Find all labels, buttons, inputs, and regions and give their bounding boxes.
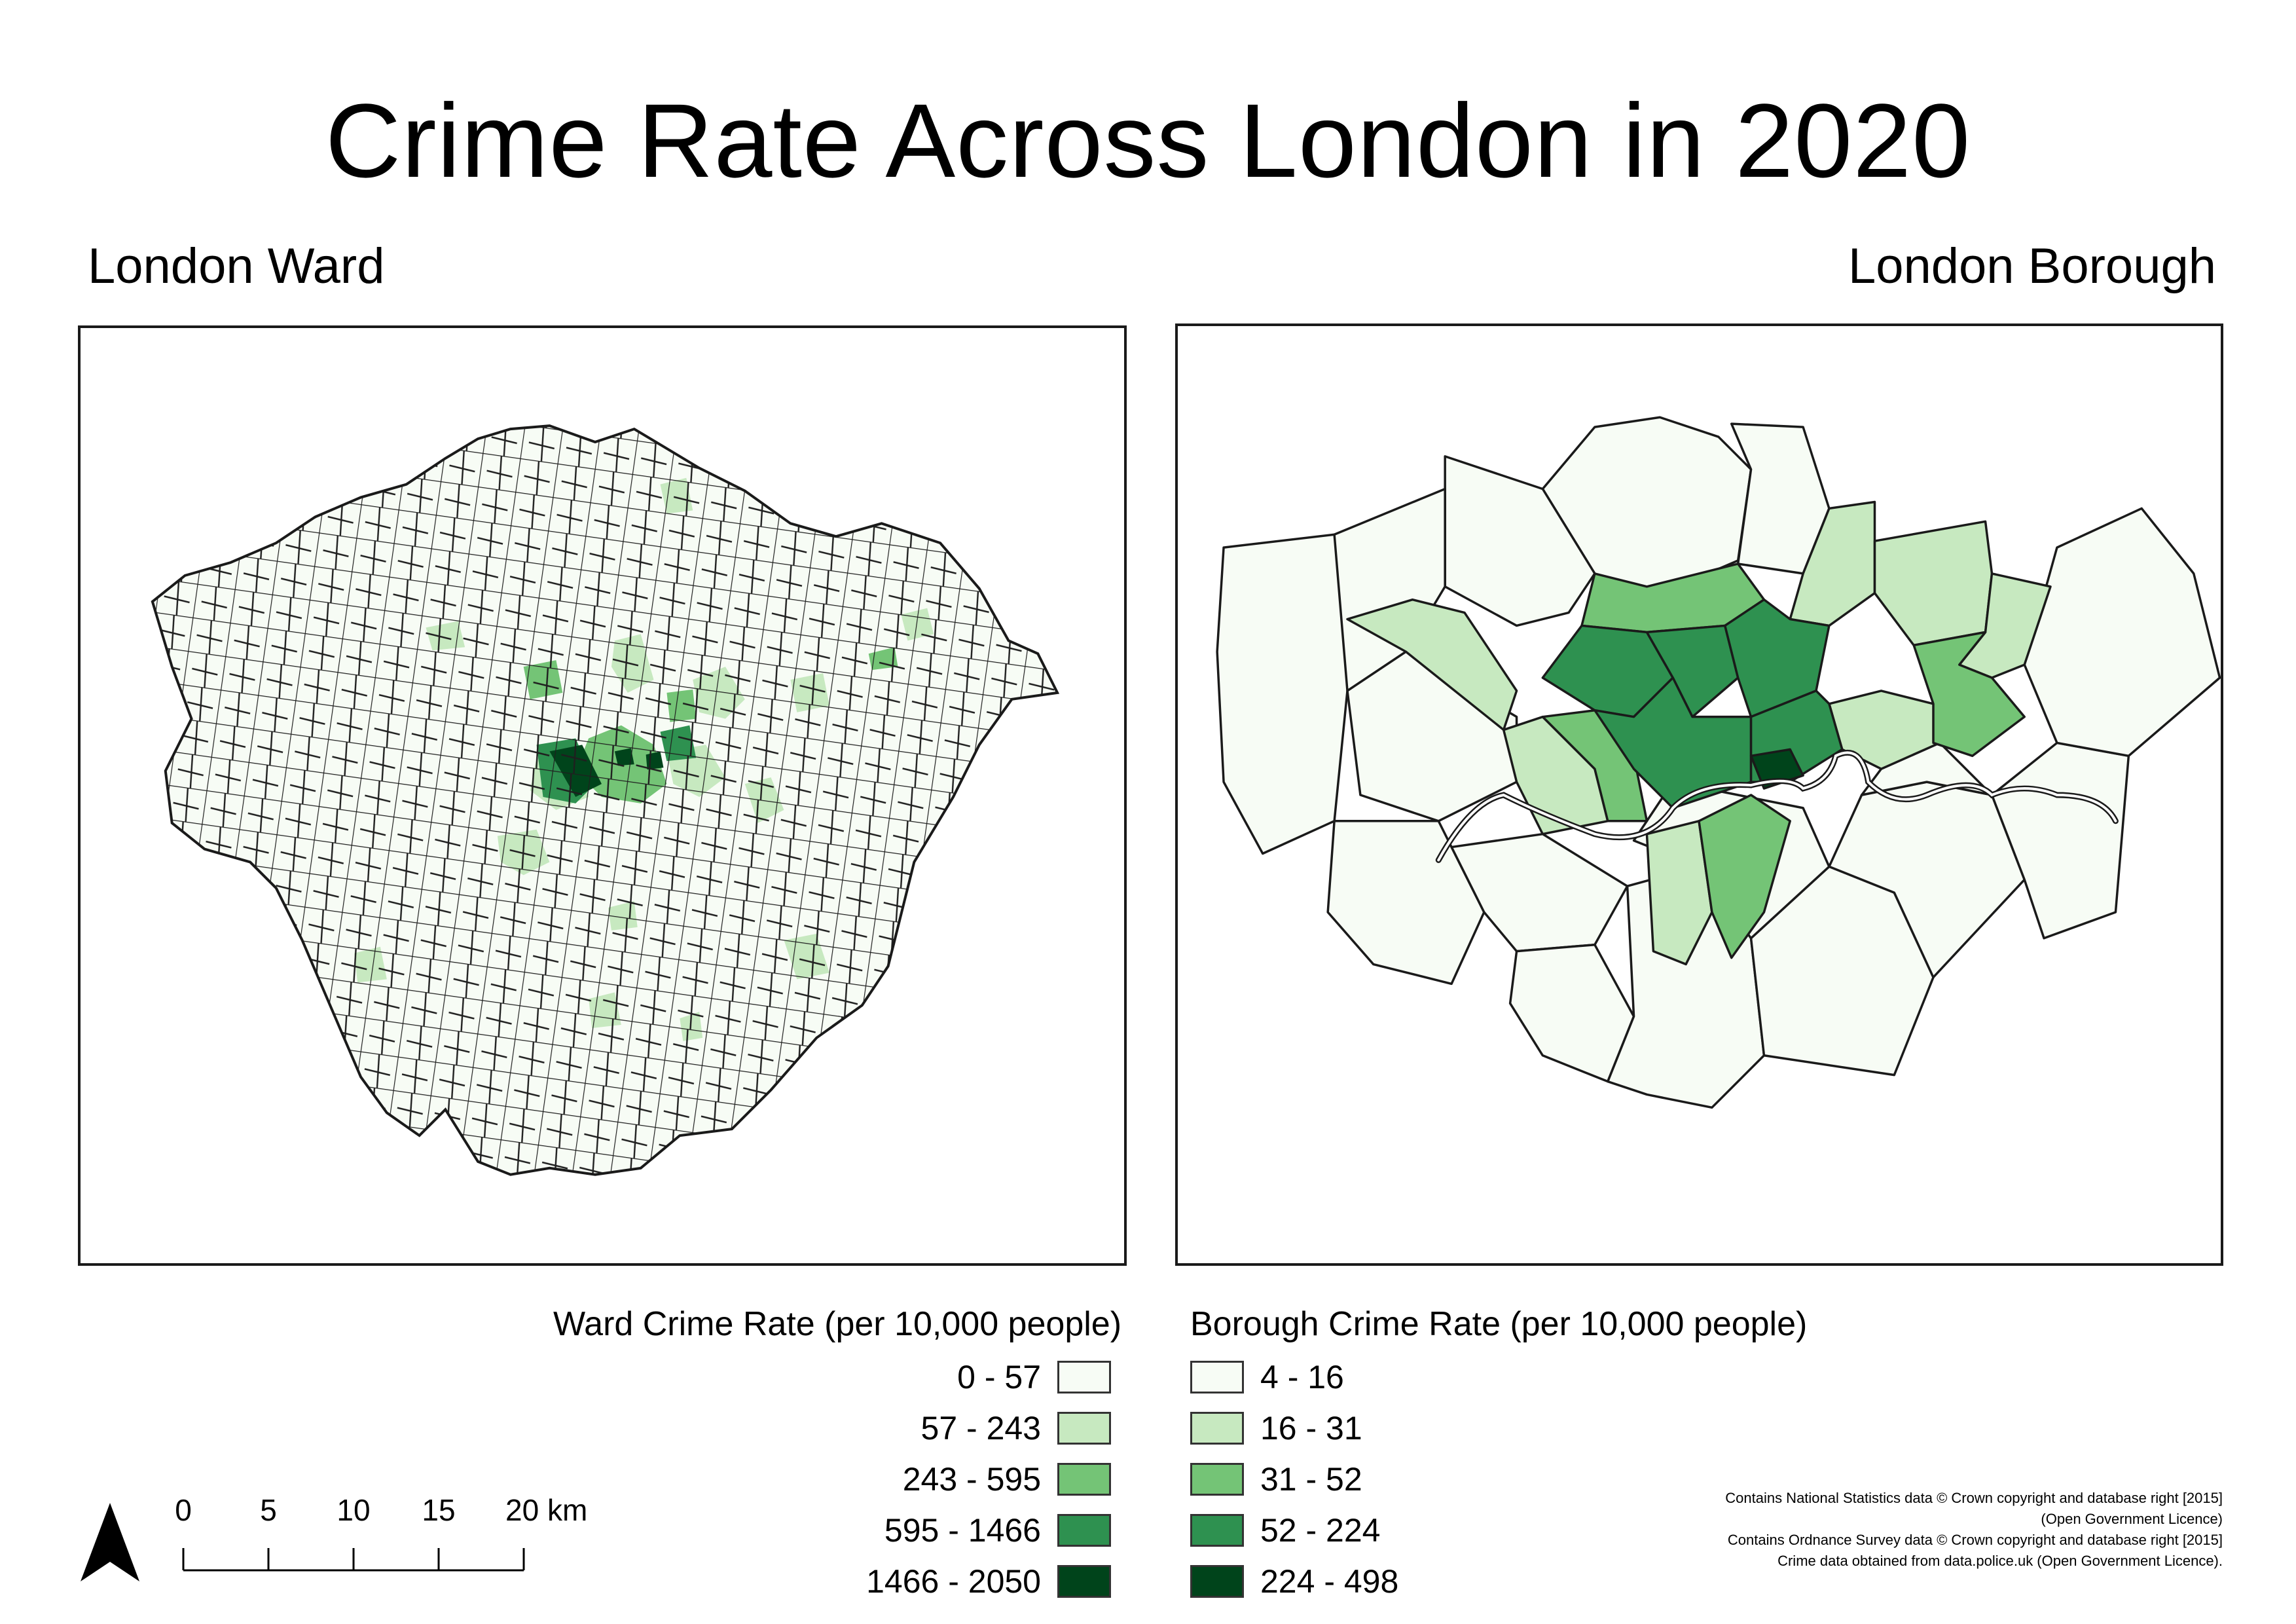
ward-legend-label: 1466 - 2050	[866, 1563, 1041, 1600]
borough-legend-row: 52 - 224	[0, 1512, 2296, 1549]
borough-legend-row: 16 - 31	[0, 1410, 2296, 1447]
borough-legend-swatch	[1190, 1412, 1244, 1445]
scale-bar-label: 20 km	[505, 1493, 587, 1527]
borough-legend-title: Borough Crime Rate (per 10,000 people)	[1190, 1305, 1808, 1343]
borough-legend-row: 31 - 52	[0, 1461, 2296, 1498]
borough-legend-swatch	[1190, 1514, 1244, 1547]
borough-legend-label: 16 - 31	[1260, 1410, 1362, 1447]
credit-line: Crime data obtained from data.police.uk …	[1777, 1553, 2223, 1569]
borough-legend-swatch	[1190, 1565, 1244, 1598]
ward-map-subtitle: London Ward	[88, 238, 385, 294]
scale-bar: 0 5 10 15 20 km	[175, 1493, 587, 1572]
ward-legend-swatch	[1057, 1412, 1111, 1445]
borough-legend-swatch	[1190, 1361, 1244, 1393]
ward-legend-row: 1466 - 2050	[0, 1563, 2296, 1600]
credit-line: Contains National Statistics data © Crow…	[1725, 1490, 2223, 1506]
ward-map-frame	[78, 325, 1127, 1266]
north-arrow-icon	[81, 1503, 139, 1581]
ward-legend-label: 0 - 57	[957, 1359, 1041, 1395]
data-credits: Contains National Statistics data © Crow…	[1725, 1488, 2223, 1572]
scale-bar-label: 0	[175, 1493, 192, 1527]
ward-legend-row: 0 - 57	[0, 1359, 2296, 1396]
ward-legend-row: 57 - 243	[0, 1410, 2296, 1447]
borough-legend-swatch	[1190, 1463, 1244, 1496]
ward-legend-row: 243 - 595	[0, 1461, 2296, 1498]
ward-legend-swatch	[1057, 1514, 1111, 1547]
scale-bar-label: 10	[337, 1493, 370, 1527]
ward-legend-label: 243 - 595	[902, 1461, 1041, 1498]
ward-legend-swatch	[1057, 1463, 1111, 1496]
ward-map	[151, 424, 1059, 1176]
borough-legend-row: 4 - 16	[0, 1359, 2296, 1396]
credit-line: (Open Government Licence)	[2041, 1511, 2223, 1527]
borough-legend-row: 224 - 498	[0, 1563, 2296, 1600]
ward-legend-row: 595 - 1466	[0, 1512, 2296, 1549]
ward-legend-label: 595 - 1466	[884, 1512, 1041, 1549]
borough-map	[1216, 416, 2221, 1109]
borough-map-frame	[1175, 323, 2223, 1266]
ward-legend-label: 57 - 243	[920, 1410, 1041, 1447]
scale-bar-label: 5	[260, 1493, 277, 1527]
ward-legend-swatch	[1057, 1565, 1111, 1598]
credit-line: Contains Ordnance Survey data © Crown co…	[1727, 1532, 2223, 1548]
borough-legend-label: 52 - 224	[1260, 1512, 1381, 1549]
map-title: Crime Rate Across London in 2020	[325, 82, 1971, 199]
borough-legend-label: 224 - 498	[1260, 1563, 1399, 1600]
ward-legend-swatch	[1057, 1361, 1111, 1393]
borough-legend-label: 31 - 52	[1260, 1461, 1362, 1498]
borough-legend-label: 4 - 16	[1260, 1359, 1344, 1395]
borough-map-subtitle: London Borough	[1848, 238, 2216, 294]
scale-bar-label: 15	[422, 1493, 455, 1527]
ward-legend-title: Ward Crime Rate (per 10,000 people)	[553, 1305, 1122, 1343]
